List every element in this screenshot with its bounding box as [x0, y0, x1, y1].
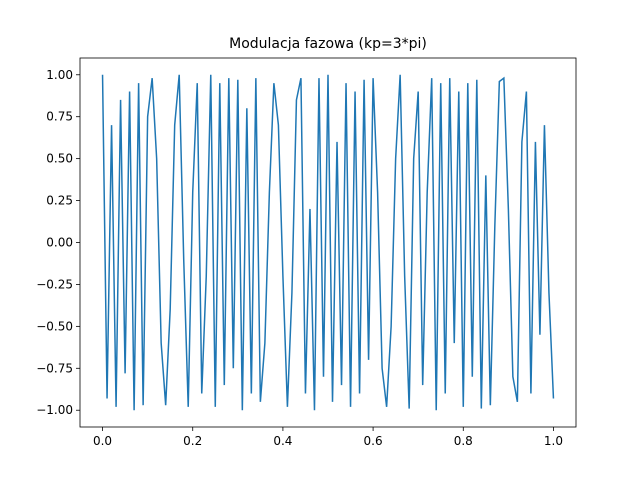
x-tick-label: 1.0	[544, 434, 563, 448]
x-tick-label: 0.4	[273, 434, 292, 448]
x-tick-label: 0.0	[93, 434, 112, 448]
y-tick-label: −0.25	[36, 277, 73, 291]
y-tick-label: 0.50	[46, 152, 73, 166]
y-tick-label: 0.75	[46, 110, 73, 124]
y-tick-label: −1.00	[36, 403, 73, 417]
chart-title: Modulacja fazowa (kp=3*pi)	[229, 36, 427, 52]
x-tick-label: 0.8	[454, 434, 473, 448]
y-tick-label: 0.00	[46, 236, 73, 250]
y-tick-label: −0.75	[36, 361, 73, 375]
y-tick-label: −0.50	[36, 319, 73, 333]
y-tick-label: 0.25	[46, 194, 73, 208]
x-tick-label: 0.6	[364, 434, 383, 448]
x-tick-label: 0.2	[183, 434, 202, 448]
y-tick-label: 1.00	[46, 68, 73, 82]
data-line	[101, 74, 555, 411]
